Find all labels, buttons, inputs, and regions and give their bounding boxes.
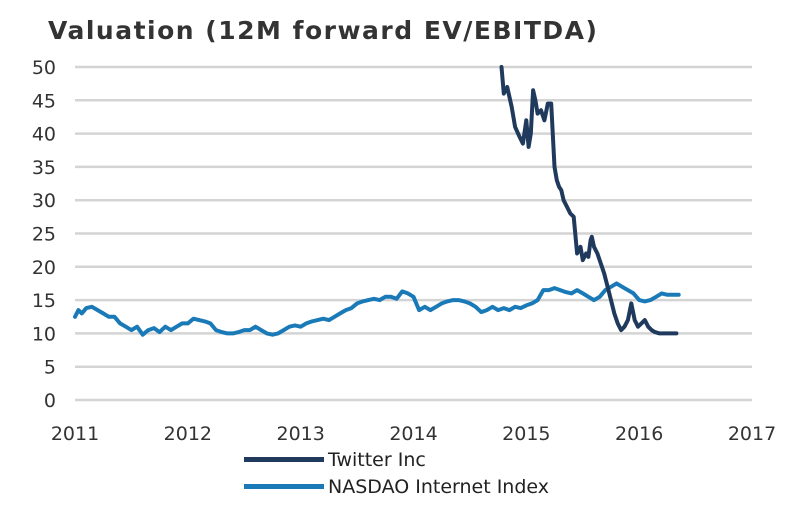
series-lines — [73, 65, 681, 337]
y-tick-label: 35 — [32, 157, 56, 179]
y-tick-label: 20 — [32, 257, 56, 279]
x-tick-label: 2016 — [615, 423, 663, 445]
legend: Twitter Inc NASDAO Internet Index — [244, 446, 549, 500]
y-tick-label: 10 — [32, 323, 56, 345]
y-tick-label: 30 — [32, 190, 56, 212]
legend-item-nasdaq: NASDAO Internet Index — [244, 473, 549, 500]
y-tick-label: 45 — [32, 90, 56, 112]
y-tick-label: 25 — [32, 224, 56, 246]
series-line-nasdaq — [73, 281, 681, 337]
y-tick-label: 15 — [32, 290, 56, 312]
x-tick-label: 2017 — [728, 423, 776, 445]
x-tick-label: 2013 — [276, 423, 324, 445]
x-axis-ticks: 2011 2012 2013 2014 2015 2016 2017 — [51, 423, 776, 445]
legend-item-twitter: Twitter Inc — [244, 446, 549, 473]
gridlines — [75, 65, 752, 402]
x-tick-label: 2015 — [502, 423, 550, 445]
series-line-twitter — [499, 65, 679, 336]
legend-label-twitter: Twitter Inc — [328, 448, 426, 471]
legend-label-nasdaq: NASDAO Internet Index — [328, 475, 550, 498]
y-tick-label: 50 — [32, 57, 56, 79]
y-tick-label: 5 — [44, 357, 56, 379]
y-tick-label: 0 — [44, 390, 56, 412]
x-tick-label: 2012 — [164, 423, 212, 445]
x-tick-label: 2011 — [51, 423, 99, 445]
legend-swatch-nasdaq — [244, 484, 324, 489]
x-tick-label: 2014 — [389, 423, 437, 445]
legend-swatch-twitter — [244, 457, 324, 462]
y-axis-ticks: 0 5 10 15 20 25 30 35 40 45 50 — [32, 57, 56, 412]
chart-title: Valuation (12M forward EV/EBITDA) — [48, 16, 599, 45]
y-tick-label: 40 — [32, 124, 56, 146]
